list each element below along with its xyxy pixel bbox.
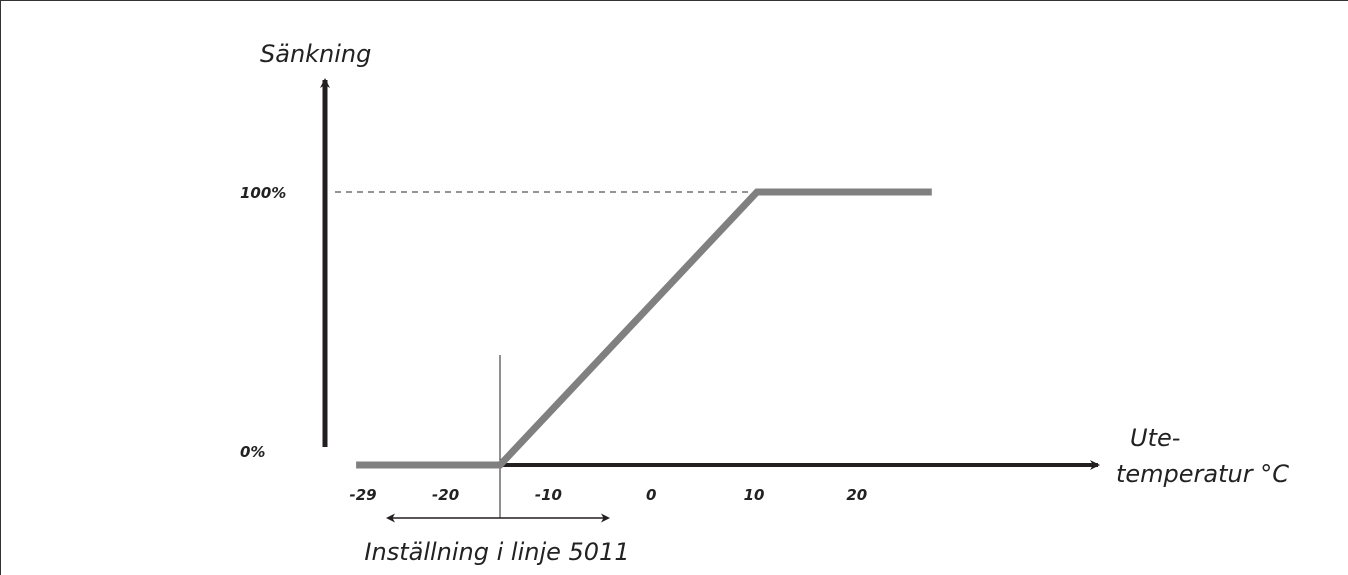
x-tick-label: -20: [432, 486, 459, 504]
series-line: [356, 188, 932, 469]
y-tick-label: 0%: [240, 443, 265, 461]
x-tick-label: -29: [350, 486, 377, 504]
y-axis-title: Sänkning: [260, 40, 371, 68]
y-tick-label: 100%: [240, 184, 286, 202]
x-tick-label: 10: [744, 486, 765, 504]
x-tick-label: 20: [846, 486, 867, 504]
setpoint-caption: Inställning i linje 5011: [364, 538, 629, 566]
x-axis-title-line-1: Ute-: [1130, 424, 1180, 452]
x-tick-label: -10: [535, 486, 562, 504]
x-axis-title-line-2: temperatur °C: [1116, 460, 1289, 488]
x-tick-label: 0: [646, 486, 656, 504]
